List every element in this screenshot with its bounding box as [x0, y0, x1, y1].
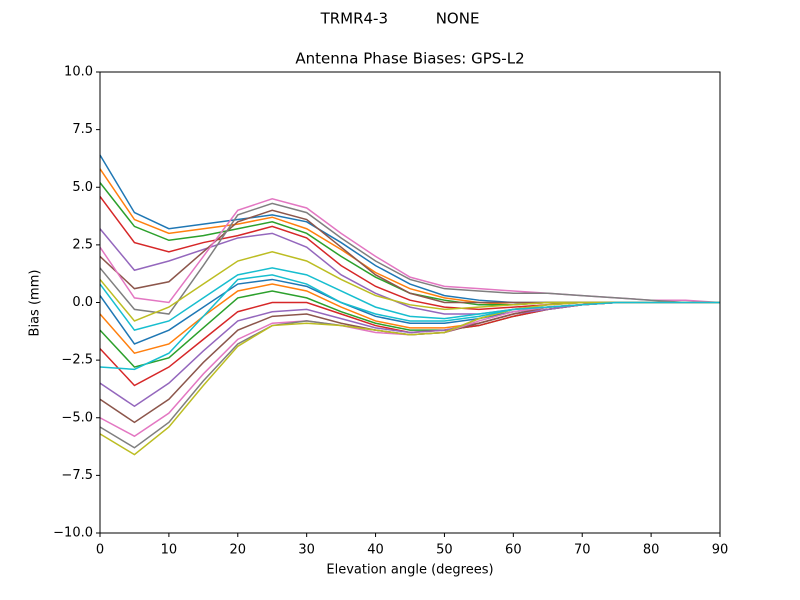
x-tick-label: 90 — [712, 543, 729, 558]
x-tick-label: 20 — [230, 543, 247, 558]
series-line — [99, 274, 720, 371]
suptitle: TRMR4-3 NONE — [320, 10, 480, 28]
x-tick-label: 70 — [574, 543, 591, 558]
y-tick-label: 5.0 — [72, 180, 93, 195]
series-line — [99, 202, 720, 315]
y-tick-label: 7.5 — [72, 122, 93, 137]
x-tick-label: 0 — [96, 543, 104, 558]
y-tick-label: −10.0 — [53, 526, 93, 541]
y-tick-label: 2.5 — [72, 237, 93, 252]
y-tick-label: −7.5 — [61, 468, 93, 483]
y-tick-label: 10.0 — [64, 65, 93, 80]
y-tick-label: 0.0 — [72, 295, 93, 310]
y-tick-label: −2.5 — [61, 353, 93, 368]
x-tick-label: 80 — [643, 543, 660, 558]
y-axis-label: Bias (mm) — [28, 270, 43, 337]
x-tick-label: 60 — [505, 543, 522, 558]
y-tick-label: −5.0 — [61, 410, 93, 425]
x-axis-label: Elevation angle (degrees) — [326, 563, 493, 578]
x-tick-label: 40 — [367, 543, 384, 558]
x-tick-label: 10 — [161, 543, 178, 558]
chart-title: Antenna Phase Biases: GPS-L2 — [295, 50, 524, 68]
x-tick-label: 50 — [436, 543, 453, 558]
x-tick-label: 30 — [298, 543, 315, 558]
